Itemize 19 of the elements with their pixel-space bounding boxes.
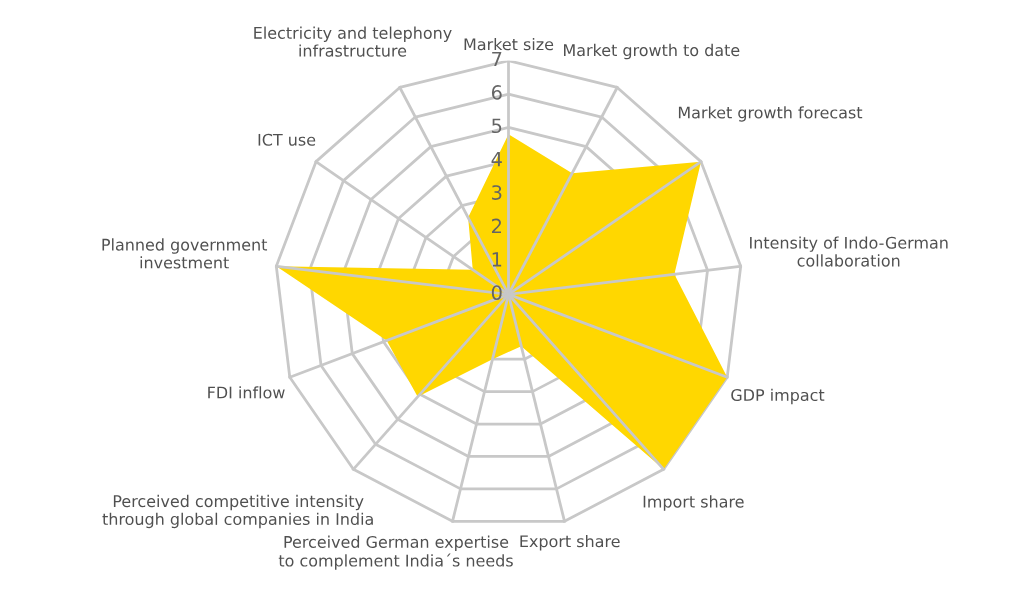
spoke-label: Market growth to date [564, 43, 740, 60]
spoke-label: Import share [643, 495, 744, 511]
spoke-label: FDI inflow [208, 386, 285, 399]
y-tick-label: 7 [492, 51, 502, 67]
spoke-label: Electricity and telephony infrastructure [254, 26, 452, 57]
spoke-label: Market growth forecast [678, 106, 863, 122]
spoke-label: Intensity of Indo-German collaboration [750, 236, 948, 267]
spoke-label: Planned government investment [102, 238, 268, 269]
spoke-label: Export share [520, 534, 620, 551]
y-tick-label: 3 [492, 185, 502, 200]
y-tick-label: 2 [492, 218, 501, 233]
y-tick-label: 5 [492, 118, 502, 134]
spoke-label: Perceived German expertise to complement India´s needs [278, 535, 513, 570]
spoke-label: GDP impact [731, 388, 825, 405]
y-tick-label: 6 [491, 85, 502, 100]
y-tick-label: 1 [492, 252, 502, 267]
spoke-label: Market size [464, 37, 554, 51]
spoke-label: ICT use [258, 133, 316, 146]
spoke-label: Perceived competitive intensity through global companies in India [102, 494, 373, 529]
